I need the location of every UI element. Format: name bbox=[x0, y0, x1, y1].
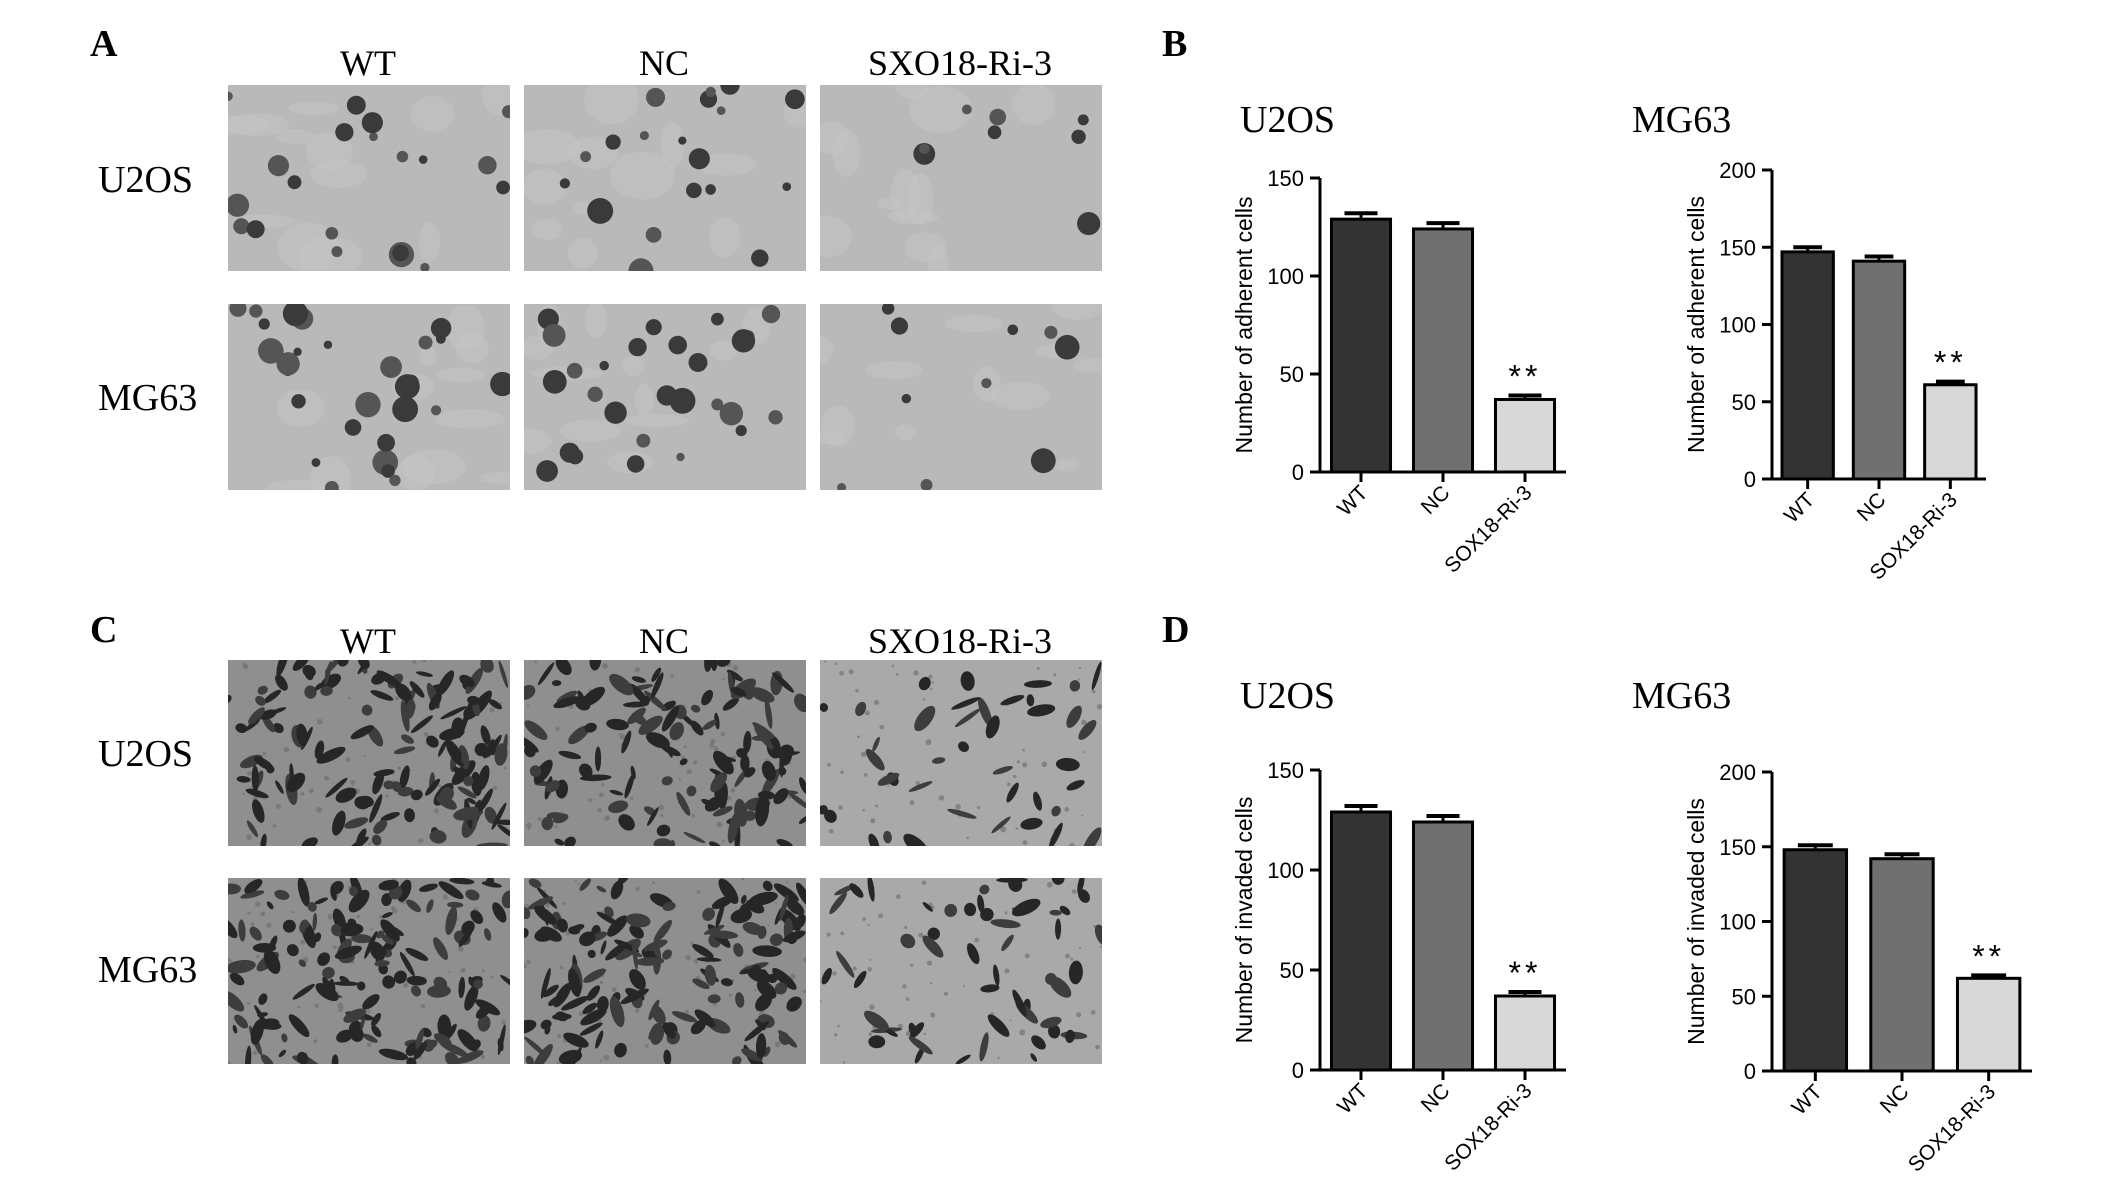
significance-label: ** bbox=[1972, 938, 2005, 974]
micrograph-adhesion-ri-mg63 bbox=[820, 304, 1102, 490]
panel-letter-d: D bbox=[1162, 609, 1190, 651]
y-tick-label: 100 bbox=[1267, 264, 1304, 289]
micrograph-adhesion-wt-mg63 bbox=[228, 304, 510, 490]
micrograph-adhesion-nc-u2os bbox=[524, 85, 806, 271]
chart-title-d-mg63: MG63 bbox=[1632, 675, 1732, 717]
y-tick-label: 50 bbox=[1732, 390, 1756, 415]
significance-label: ** bbox=[1509, 359, 1542, 395]
y-tick-label: 0 bbox=[1744, 467, 1756, 492]
y-tick-label: 0 bbox=[1292, 1058, 1304, 1083]
micrograph-invasion-ri-mg63 bbox=[820, 878, 1102, 1064]
micrograph-adhesion-wt-u2os bbox=[228, 85, 510, 271]
x-tick-label: SOX18-Ri-3 bbox=[1904, 1080, 2000, 1176]
y-tick-label: 100 bbox=[1267, 858, 1304, 883]
significance-label: ** bbox=[1509, 955, 1542, 991]
y-tick-label: 50 bbox=[1732, 984, 1756, 1009]
y-tick-label: 100 bbox=[1719, 313, 1756, 338]
y-tick-label: 0 bbox=[1744, 1059, 1756, 1084]
y-axis-label: Number of invaded cells bbox=[1231, 797, 1257, 1044]
y-axis-label: Number of invaded cells bbox=[1683, 798, 1709, 1045]
row-label-u2os: U2OS bbox=[98, 733, 194, 775]
y-tick-label: 150 bbox=[1267, 166, 1304, 191]
x-tick-label: NC bbox=[1876, 1080, 1914, 1118]
micrograph-invasion-nc-u2os bbox=[524, 660, 806, 846]
column-label-ri: SXO18-Ri-3 bbox=[867, 621, 1052, 661]
y-tick-label: 100 bbox=[1719, 910, 1756, 935]
bar bbox=[1955, 976, 2022, 1073]
column-label-nc: NC bbox=[638, 43, 689, 83]
panel-letter-b: B bbox=[1162, 23, 1188, 65]
y-tick-label: 150 bbox=[1719, 835, 1756, 860]
y-axis-label: Number of adherent cells bbox=[1231, 197, 1257, 454]
column-label-wt: WT bbox=[340, 621, 396, 661]
column-label-nc: NC bbox=[638, 621, 689, 661]
panel-letter-c: C bbox=[90, 609, 118, 651]
micrograph-invasion-ri-u2os bbox=[820, 660, 1102, 846]
micrograph-adhesion-nc-mg63 bbox=[524, 304, 806, 490]
column-label-wt: WT bbox=[340, 43, 396, 83]
y-tick-label: 50 bbox=[1280, 362, 1304, 387]
y-tick-label: 200 bbox=[1719, 158, 1756, 183]
bar bbox=[1923, 383, 1978, 481]
micrograph-adhesion-ri-u2os bbox=[820, 85, 1102, 271]
bar bbox=[1869, 857, 1935, 1073]
y-tick-label: 150 bbox=[1267, 758, 1304, 783]
significance-label: ** bbox=[1934, 345, 1967, 381]
chart-title-b-u2os: U2OS bbox=[1240, 99, 1336, 141]
bar bbox=[1782, 848, 1849, 1073]
micrograph-invasion-wt-u2os bbox=[228, 660, 510, 846]
y-tick-label: 0 bbox=[1292, 460, 1304, 485]
column-label-ri: SXO18-Ri-3 bbox=[867, 43, 1052, 83]
y-tick-label: 50 bbox=[1280, 958, 1304, 983]
bar bbox=[1780, 250, 1835, 481]
x-tick-label: WT bbox=[1788, 1080, 1827, 1119]
y-tick-label: 150 bbox=[1719, 235, 1756, 260]
panel-letter-a: A bbox=[90, 23, 118, 65]
row-label-u2os: U2OS bbox=[98, 159, 194, 201]
row-label-mg63: MG63 bbox=[98, 377, 198, 419]
row-label-mg63: MG63 bbox=[98, 949, 198, 991]
chart-title-b-mg63: MG63 bbox=[1632, 99, 1732, 141]
y-tick-label: 200 bbox=[1719, 760, 1756, 785]
micrograph-invasion-wt-mg63 bbox=[228, 878, 510, 1064]
y-axis-label: Number of adherent cells bbox=[1683, 196, 1709, 453]
micrograph-invasion-nc-mg63 bbox=[524, 878, 806, 1064]
chart-title-d-u2os: U2OS bbox=[1240, 675, 1336, 717]
